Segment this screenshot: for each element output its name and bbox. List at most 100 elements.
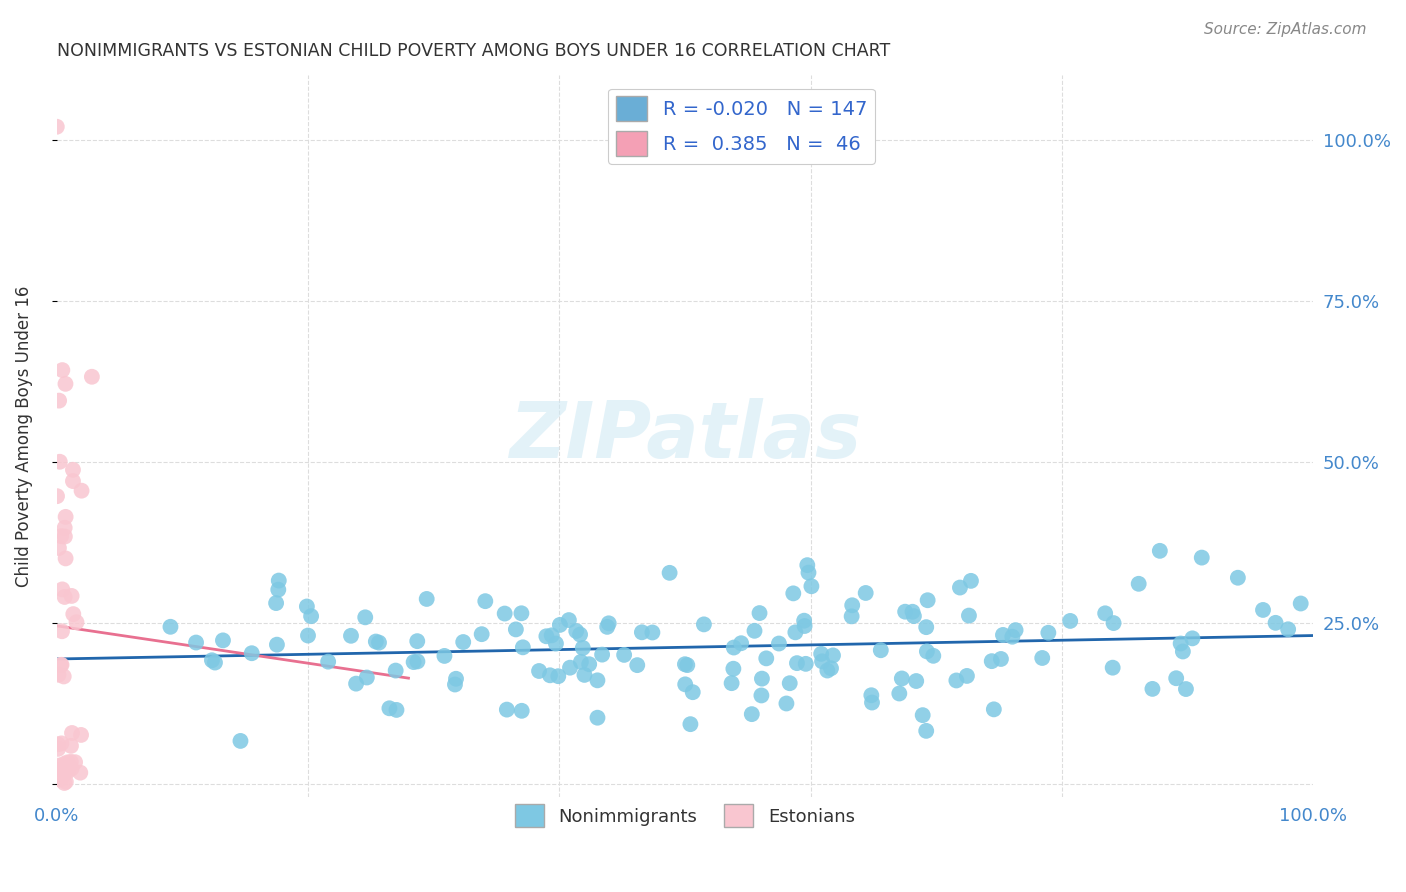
Point (794, 657, 817, 671)
Point (779, 676, 801, 690)
Point (70, 728, 93, 742)
Point (51, 657, 73, 672)
Point (723, 662, 745, 676)
Point (755, 651, 778, 665)
Text: Source: ZipAtlas.com: Source: ZipAtlas.com (1204, 22, 1367, 37)
Point (915, 644, 938, 658)
Point (494, 607, 516, 621)
Point (1094, 607, 1116, 621)
Point (62, 474, 84, 488)
Point (586, 711, 609, 725)
Point (59, 739, 82, 753)
Point (48, 393, 70, 408)
Point (56, 756, 79, 770)
Point (960, 574, 983, 588)
Point (201, 653, 224, 667)
Point (52, 757, 75, 772)
Point (860, 688, 883, 702)
Point (48, 541, 70, 555)
Point (51, 529, 73, 543)
Point (569, 627, 592, 641)
Point (949, 581, 972, 595)
Point (956, 669, 979, 683)
Point (720, 676, 742, 690)
Point (572, 640, 595, 655)
Point (60, 589, 83, 603)
Point (1004, 623, 1026, 637)
Text: ZIPatlas: ZIPatlas (509, 398, 860, 474)
Point (53, 590, 76, 604)
Point (1181, 632, 1204, 646)
Point (46, 742, 69, 756)
Point (1001, 630, 1024, 644)
Point (785, 625, 807, 640)
Point (204, 656, 226, 670)
Point (1289, 597, 1312, 611)
Point (378, 701, 401, 715)
Point (53, 529, 76, 543)
Point (229, 734, 252, 748)
Point (540, 628, 562, 642)
Point (889, 686, 911, 700)
Point (45, 120, 67, 134)
Point (62, 463, 84, 477)
Point (855, 586, 877, 600)
Point (368, 635, 391, 649)
Point (46, 489, 69, 503)
Point (451, 635, 474, 649)
Point (433, 648, 456, 663)
Point (538, 668, 561, 682)
Point (1166, 671, 1188, 685)
Point (841, 609, 863, 624)
Point (797, 566, 820, 580)
Point (547, 669, 569, 683)
Point (53, 764, 76, 779)
Point (751, 689, 773, 703)
Point (990, 652, 1012, 666)
Point (536, 629, 558, 643)
Text: NONIMMIGRANTS VS ESTONIAN CHILD POVERTY AMONG BOYS UNDER 16 CORRELATION CHART: NONIMMIGRANTS VS ESTONIAN CHILD POVERTY … (56, 42, 890, 60)
Point (59, 755, 82, 769)
Point (558, 613, 581, 627)
Point (212, 633, 235, 648)
Point (1142, 681, 1164, 696)
Point (60, 726, 83, 740)
Point (184, 635, 207, 649)
Point (890, 672, 912, 686)
Point (55, 509, 77, 524)
Point (641, 625, 664, 640)
Point (266, 638, 288, 652)
Point (586, 673, 609, 688)
Point (406, 655, 429, 669)
Point (905, 673, 928, 688)
Point (786, 656, 808, 670)
Point (578, 657, 600, 672)
Point (51, 582, 73, 597)
Point (869, 643, 891, 657)
Point (51, 736, 73, 750)
Point (565, 624, 588, 638)
Point (1251, 603, 1274, 617)
Point (569, 655, 592, 669)
Point (51, 762, 73, 776)
Point (1031, 651, 1053, 665)
Point (775, 697, 797, 711)
Point (631, 625, 654, 640)
Point (240, 646, 263, 660)
Point (991, 628, 1014, 642)
Point (344, 676, 367, 690)
Point (917, 593, 939, 607)
Point (1174, 681, 1197, 696)
Point (793, 619, 815, 633)
Point (596, 620, 619, 634)
Point (406, 634, 429, 648)
Point (915, 620, 938, 634)
Point (385, 703, 408, 717)
Point (267, 574, 290, 588)
Point (402, 655, 425, 669)
Point (810, 647, 832, 661)
Point (1102, 616, 1125, 631)
Point (922, 648, 945, 663)
Point (751, 672, 773, 686)
Point (1128, 576, 1150, 591)
